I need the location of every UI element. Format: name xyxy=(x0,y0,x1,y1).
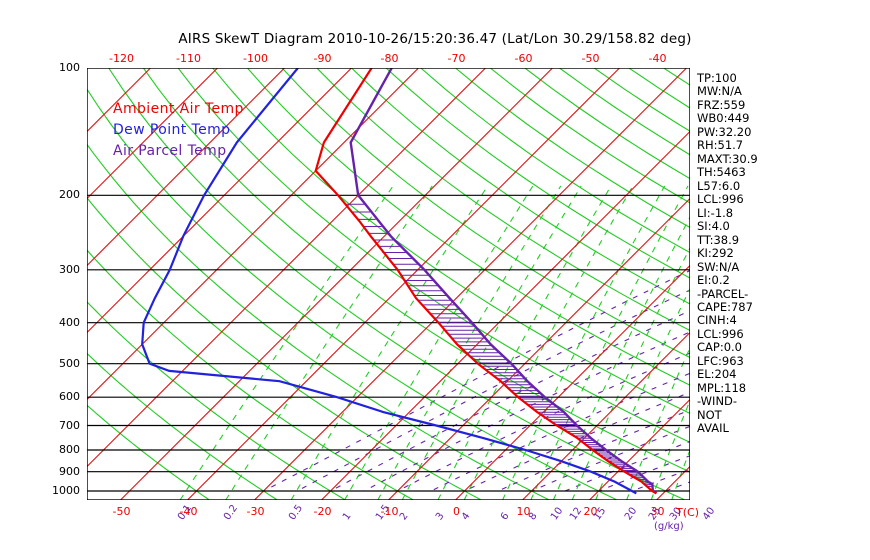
top-temp-tick--100: -100 xyxy=(243,52,268,65)
panel-item-16: -PARCEL- xyxy=(697,286,749,301)
panel-item-3: WB0:449 xyxy=(697,111,750,126)
pressure-tick-700: 700 xyxy=(59,418,80,432)
top-temp-tick--120: -120 xyxy=(109,52,134,65)
pressure-tick-900: 900 xyxy=(59,464,80,478)
pressure-tick-100: 100 xyxy=(59,61,80,74)
mixing-ratio-tick-20: 20 xyxy=(622,505,639,523)
bottom-temp-tick-0: 0 xyxy=(453,505,460,518)
pressure-tick-300: 300 xyxy=(59,262,80,276)
temperature-unit-label: T(C) xyxy=(676,506,699,519)
panel-item-18: CINH:4 xyxy=(697,313,737,328)
bottom-temp-tick--30: -30 xyxy=(246,505,265,518)
top-temp-tick--110: -110 xyxy=(176,52,201,65)
panel-item-22: EL:204 xyxy=(697,367,737,382)
top-temp-tick--70: -70 xyxy=(447,52,466,65)
panel-item-4: PW:32.20 xyxy=(697,124,752,139)
bottom-temp-tick--10: -10 xyxy=(380,505,399,518)
mixing-ratio-tick-2: 2 xyxy=(398,510,411,523)
bottom-temp-tick-20: 20 xyxy=(583,505,598,518)
panel-item-8: L57:6.0 xyxy=(697,178,741,193)
ambient-air-temp-trace xyxy=(314,68,657,495)
mixing-ratio-unit-label: (g/kg) xyxy=(654,521,684,532)
pressure-tick-800: 800 xyxy=(59,443,80,457)
panel-item-25: NOT xyxy=(697,407,722,422)
panel-item-19: LCL:996 xyxy=(697,326,744,341)
panel-item-10: LI:-1.8 xyxy=(697,205,734,220)
panel-item-1: MW:N/A xyxy=(697,84,742,99)
panel-item-0: TP:100 xyxy=(697,71,737,85)
panel-item-13: KI:292 xyxy=(697,246,734,261)
bottom-temp-tick--20: -20 xyxy=(313,505,332,518)
legend-air-parcel-temp: Air Parcel Temp xyxy=(113,143,227,159)
mixing-ratio-tick-0.5: 0.5 xyxy=(287,502,306,523)
panel-item-5: RH:51.7 xyxy=(697,138,744,153)
bottom-temp-tick-10: 10 xyxy=(516,505,531,518)
panel-item-11: SI:4.0 xyxy=(697,219,730,234)
pressure-tick-1000: 1000 xyxy=(52,484,80,498)
panel-item-17: CAPE:787 xyxy=(697,299,753,314)
legend-ambient-air-temp: Ambient Air Temp xyxy=(113,101,244,117)
mixing-ratio-tick-40: 40 xyxy=(700,505,717,523)
bottom-temp-tick--50: -50 xyxy=(112,505,131,518)
panel-item-6: MAXT:30.9 xyxy=(697,151,758,166)
sounding-indices-panel: TP:100 MW:N/A FRZ:559 WB0:449 PW:32.20 RH:51.… xyxy=(697,71,863,436)
pressure-tick-200: 200 xyxy=(59,188,80,202)
panel-item-14: SW:N/A xyxy=(697,259,740,274)
panel-item-24: -WIND- xyxy=(697,394,738,409)
panel-item-15: EI:0.2 xyxy=(697,273,730,288)
skewt-plot-svg xyxy=(87,68,690,500)
pressure-tick-500: 500 xyxy=(59,356,80,370)
bottom-temp-tick-30: 30 xyxy=(650,505,665,518)
pressure-tick-400: 400 xyxy=(59,315,80,329)
panel-item-26: AVAIL xyxy=(697,421,729,436)
top-temp-tick--50: -50 xyxy=(581,52,600,65)
top-temp-tick--80: -80 xyxy=(380,52,399,65)
top-temp-tick--60: -60 xyxy=(514,52,533,65)
top-temp-tick--90: -90 xyxy=(313,52,332,65)
panel-item-7: TH:5463 xyxy=(697,165,746,180)
mixing-ratio-lines xyxy=(179,185,690,500)
pressure-tick-600: 600 xyxy=(59,390,80,404)
panel-item-2: FRZ:559 xyxy=(697,97,746,112)
mixing-ratio-tick-1: 1 xyxy=(340,510,354,523)
panel-item-23: MPL:118 xyxy=(697,380,747,395)
legend-dew-point-temp: Dew Point Temp xyxy=(113,122,231,138)
plot-background xyxy=(87,68,690,500)
plot-area xyxy=(87,68,690,500)
page-title: AIRS SkewT Diagram 2010-10-26/15:20:36.4… xyxy=(178,31,692,47)
top-temp-tick--40: -40 xyxy=(648,52,667,65)
panel-item-21: LFC:963 xyxy=(697,353,744,368)
isotherm-lines xyxy=(87,68,690,500)
air-parcel-temp-trace xyxy=(349,68,658,495)
dew-point-temp-trace xyxy=(141,68,637,495)
mixing-ratio-tick-0.2: 0.2 xyxy=(221,502,240,523)
panel-item-20: CAP:0.0 xyxy=(697,340,742,355)
panel-item-12: TT:38.9 xyxy=(697,232,740,247)
panel-item-9: LCL:996 xyxy=(697,192,744,207)
mixing-ratio-tick-10: 10 xyxy=(549,505,566,523)
bottom-temp-tick--40: -40 xyxy=(179,505,198,518)
